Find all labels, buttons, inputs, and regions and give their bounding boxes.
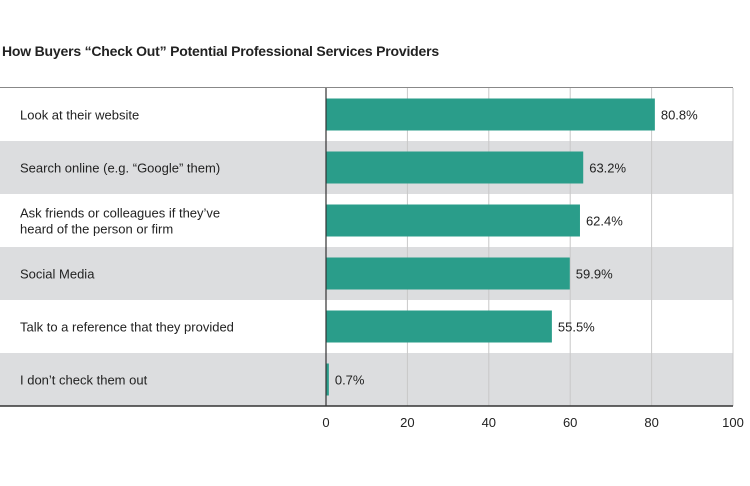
x-tick-label: 0	[322, 415, 329, 430]
category-label: Talk to a reference that they provided	[20, 320, 234, 335]
data-label: 80.8%	[661, 108, 698, 123]
bar	[326, 363, 329, 396]
x-tick-label: 100	[722, 415, 744, 430]
bar	[326, 310, 552, 343]
category-label: I don’t check them out	[20, 373, 148, 388]
data-label: 59.9%	[576, 267, 613, 282]
row-background	[0, 353, 733, 406]
category-label: Ask friends or colleagues if they’ve hear…	[20, 206, 220, 237]
x-tick-label: 60	[563, 415, 577, 430]
bar	[326, 151, 584, 184]
bar	[326, 98, 655, 131]
data-label: 55.5%	[558, 320, 595, 335]
data-label: 63.2%	[589, 161, 626, 176]
x-tick-label: 20	[400, 415, 414, 430]
data-label: 62.4%	[586, 214, 623, 229]
category-label: Search online (e.g. “Google” them)	[20, 161, 220, 176]
x-tick-label: 40	[482, 415, 496, 430]
bar	[326, 204, 580, 237]
chart-title: How Buyers “Check Out” Potential Profess…	[2, 43, 439, 59]
bar	[326, 257, 570, 290]
category-label: Look at their website	[20, 108, 139, 123]
data-label: 0.7%	[335, 373, 365, 388]
category-label: Social Media	[20, 267, 95, 282]
x-tick-label: 80	[644, 415, 658, 430]
